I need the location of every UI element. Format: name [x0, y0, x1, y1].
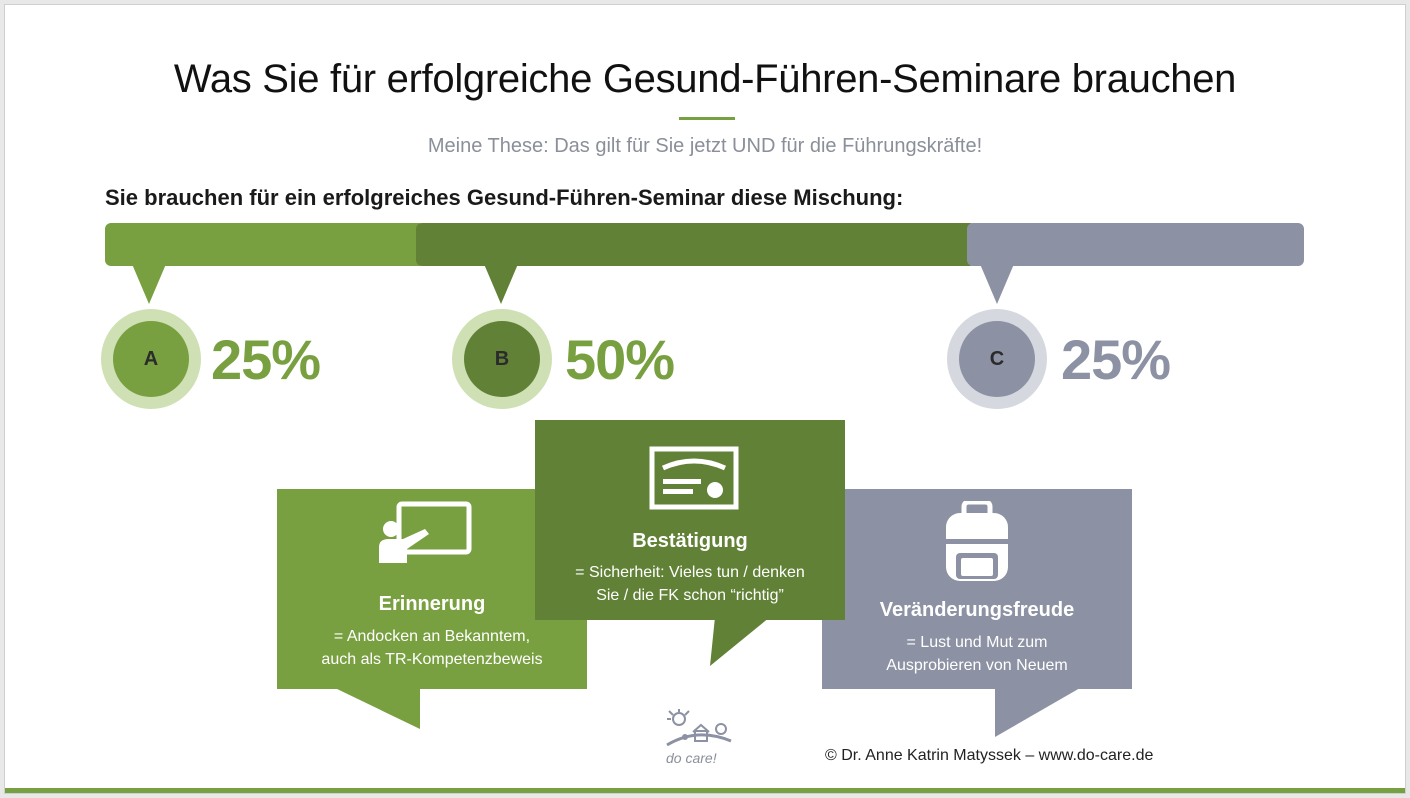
subtitle: Meine These: Das gilt für Sie jetzt UND … — [427, 135, 983, 157]
backpack-icon — [946, 501, 1008, 581]
certificate-icon — [649, 446, 739, 510]
slide: Was Sie für erfolgreiche Gesund-Führen-S… — [4, 4, 1406, 794]
badge-a-letter: A — [113, 321, 189, 397]
segment-bar-a — [105, 223, 425, 266]
tail-erinnerung — [335, 688, 420, 729]
card-erinnerung-line1: = Andocken an Bekanntem, — [333, 628, 531, 645]
card-erinnerung-title: Erinnerung — [378, 593, 486, 615]
copyright: © Dr. Anne Katrin Matyssek – www.do-care… — [825, 747, 1154, 764]
segment-bar-c — [967, 223, 1304, 266]
percent-b: 50% — [565, 328, 675, 391]
percent-a: 25% — [211, 328, 321, 391]
pointer-a — [132, 264, 166, 304]
pointer-c — [980, 264, 1014, 304]
card-bestaetigung: Bestätigung = Sicherheit: Vieles tun / d… — [535, 420, 845, 620]
badge-b-letter: B — [464, 321, 540, 397]
card-tails — [335, 617, 1080, 737]
badge-c-letter: C — [959, 321, 1035, 397]
title-divider — [679, 117, 735, 120]
lead-text: Sie brauchen für ein erfolgreiches Gesun… — [105, 185, 904, 210]
logo-text: do care! — [666, 750, 717, 766]
bottom-accent-bar — [5, 788, 1405, 793]
card-bestaetigung-line2: Sie / die FK schon “richtig” — [596, 587, 784, 604]
card-erinnerung-line2: auch als TR-Kompetenzbeweis — [321, 651, 543, 668]
tail-veraenderung — [995, 688, 1080, 737]
page-title: Was Sie für erfolgreiche Gesund-Führen-S… — [173, 57, 1237, 101]
pointer-b — [484, 264, 518, 304]
tail-bestaetigung — [710, 617, 770, 666]
badge-b: B — [452, 309, 552, 409]
card-veraenderung-line1: = Lust und Mut zum — [906, 634, 1048, 651]
card-veraenderung-line2: Ausprobieren von Neuem — [886, 657, 1068, 674]
card-veraenderung: Veränderungsfreude = Lust und Mut zum Au… — [822, 489, 1132, 689]
percent-c: 25% — [1061, 328, 1171, 391]
badge-c: C — [947, 309, 1047, 409]
badge-a: A — [101, 309, 201, 409]
do-care-logo — [666, 709, 732, 747]
card-veraenderung-title: Veränderungsfreude — [879, 599, 1075, 621]
card-bestaetigung-line1: = Sicherheit: Vieles tun / denken — [575, 564, 805, 581]
teacher-board-icon — [379, 501, 472, 563]
card-bestaetigung-title: Bestätigung — [632, 530, 748, 552]
segment-bar-b — [416, 223, 976, 266]
